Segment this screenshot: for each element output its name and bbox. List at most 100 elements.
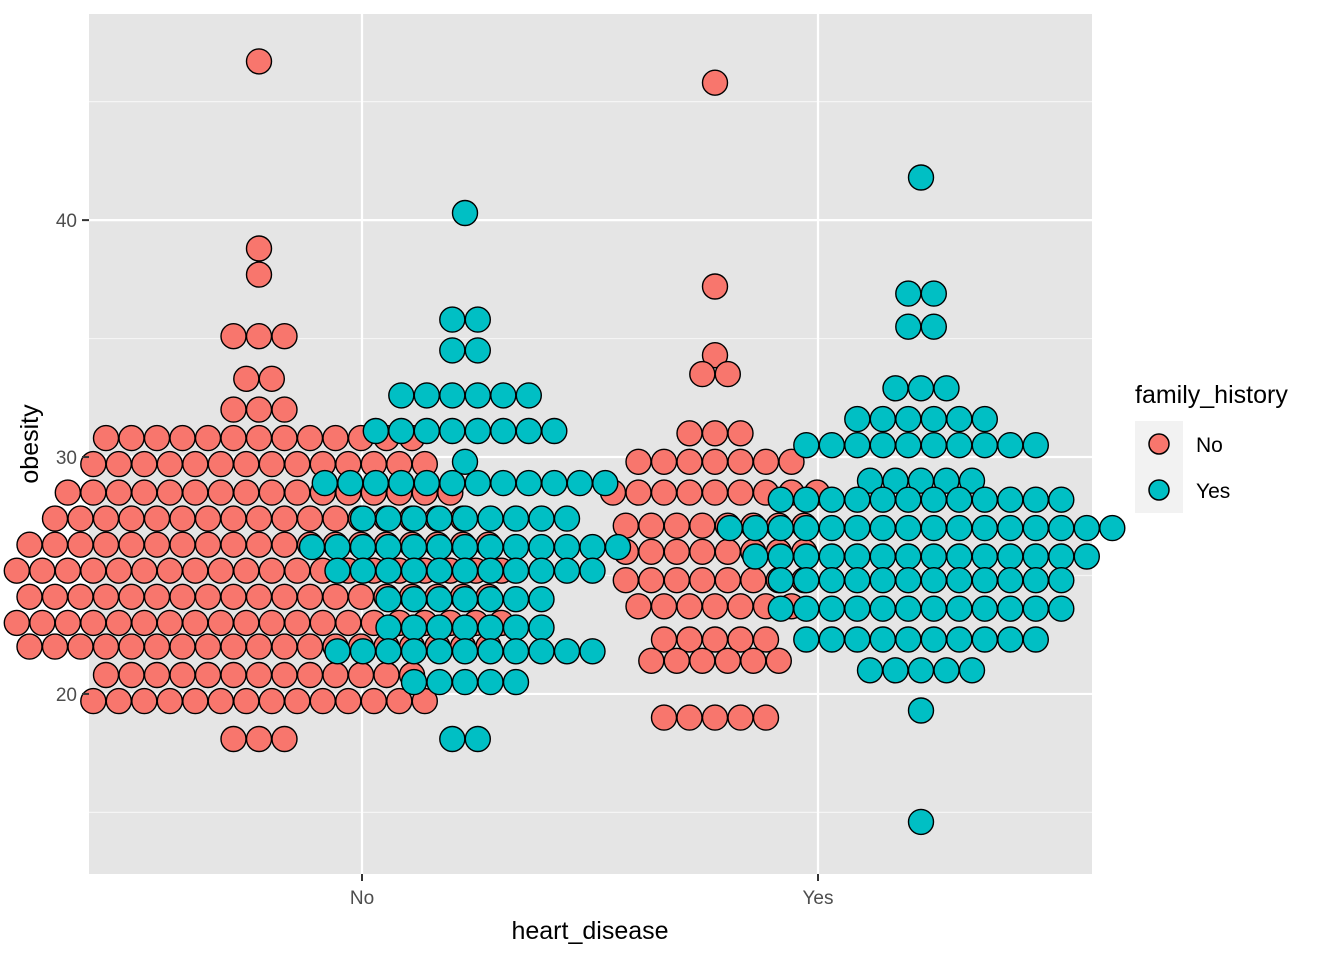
dot-no-hd-no xyxy=(29,609,56,637)
dot-no-hd-no xyxy=(118,505,145,532)
legend: family_history No Yes xyxy=(1135,381,1288,513)
dot-no-hd-no xyxy=(194,661,222,689)
dot-yes-hd-no xyxy=(337,469,364,497)
dot-no-hd-yes xyxy=(714,647,741,674)
dot-no-hd-yes xyxy=(676,420,703,447)
dot-yes-hd-no xyxy=(604,533,632,561)
dot-no-hd-no xyxy=(118,633,145,660)
dot-yes-hd-yes xyxy=(1022,567,1050,594)
dot-no-hd-yes xyxy=(650,479,678,506)
dot-no-hd-no xyxy=(54,479,82,506)
dot-yes-hd-no xyxy=(566,469,593,497)
dot-yes-hd-yes xyxy=(920,280,947,307)
dot-yes-hd-no xyxy=(426,668,453,696)
dot-no-hd-no xyxy=(194,583,222,610)
dot-no-hd-yes xyxy=(676,479,703,506)
dot-yes-hd-no xyxy=(451,199,479,227)
dot-yes-hd-yes xyxy=(997,626,1024,653)
dot-yes-hd-yes xyxy=(869,543,896,570)
dot-no-hd-no xyxy=(105,479,133,506)
dot-no-hd-no xyxy=(80,479,107,506)
dot-yes-hd-yes xyxy=(856,657,884,684)
dot-no-hd-no xyxy=(284,687,311,715)
dot-no-hd-no xyxy=(335,687,362,715)
dot-yes-hd-yes xyxy=(895,514,922,542)
dot-no-hd-no xyxy=(118,531,145,558)
dot-no-hd-no xyxy=(258,365,285,392)
dot-no-hd-no xyxy=(207,557,235,584)
dot-yes-hd-no xyxy=(464,337,491,364)
dot-no-hd-no xyxy=(296,505,324,532)
dot-yes-hd-yes xyxy=(920,405,947,433)
dot-yes-hd-yes xyxy=(844,543,871,570)
dot-no-hd-yes xyxy=(676,448,703,475)
dot-no-hd-no xyxy=(322,424,349,452)
dot-no-hd-yes xyxy=(663,512,690,539)
dot-no-hd-no xyxy=(67,633,94,660)
dot-no-hd-no xyxy=(41,633,69,660)
dot-no-hd-no xyxy=(143,633,171,660)
dot-no-hd-no xyxy=(220,725,247,753)
dot-no-hd-no xyxy=(80,450,107,478)
dot-yes-hd-no xyxy=(362,417,389,445)
dot-yes-hd-yes xyxy=(1048,595,1075,622)
dot-yes-hd-yes xyxy=(946,567,973,594)
dot-yes-hd-yes xyxy=(793,595,820,622)
dot-no-hd-no xyxy=(245,633,273,660)
dot-yes-hd-yes xyxy=(997,595,1024,622)
dot-yes-hd-no xyxy=(388,469,415,497)
dot-no-hd-yes xyxy=(663,647,690,674)
dot-no-hd-yes xyxy=(727,479,754,506)
dot-no-hd-yes xyxy=(689,360,716,388)
dot-yes-hd-no xyxy=(502,557,530,584)
dot-no-hd-no xyxy=(271,633,298,660)
dot-no-hd-no xyxy=(335,609,362,637)
dot-yes-hd-yes xyxy=(818,486,845,513)
dot-no-hd-no xyxy=(360,687,387,715)
dot-yes-hd-no xyxy=(464,306,491,333)
dot-no-hd-no xyxy=(322,661,349,689)
dot-no-hd-yes xyxy=(638,512,665,539)
dot-no-hd-yes xyxy=(612,567,639,594)
dot-yes-hd-no xyxy=(515,417,542,445)
dot-yes-hd-yes xyxy=(907,164,935,191)
dot-yes-hd-yes xyxy=(997,567,1024,594)
dot-yes-hd-yes xyxy=(946,543,973,570)
dot-yes-hd-yes xyxy=(767,514,794,542)
dot-yes-hd-yes xyxy=(946,595,973,622)
dot-no-hd-no xyxy=(296,424,324,452)
dot-yes-hd-yes xyxy=(1048,486,1075,513)
dot-yes-hd-no xyxy=(528,557,555,584)
dot-yes-hd-no xyxy=(515,382,542,409)
dot-no-hd-yes xyxy=(650,704,678,731)
dot-yes-hd-yes xyxy=(933,657,960,684)
dot-yes-hd-yes xyxy=(818,543,845,570)
dot-no-hd-yes xyxy=(701,273,729,300)
dot-yes-hd-no xyxy=(477,505,504,532)
dot-yes-hd-yes xyxy=(971,543,998,570)
dot-yes-hd-no xyxy=(502,586,530,613)
dot-yes-hd-no xyxy=(490,417,517,445)
dot-yes-hd-yes xyxy=(1022,543,1050,570)
dot-yes-hd-yes xyxy=(716,514,743,542)
dot-yes-hd-yes xyxy=(1022,486,1050,513)
dot-yes-hd-yes xyxy=(869,567,896,594)
dot-no-hd-no xyxy=(271,583,298,610)
dot-yes-hd-yes xyxy=(895,626,922,653)
dot-yes-hd-no xyxy=(477,668,504,696)
dot-yes-hd-yes xyxy=(946,432,973,459)
dot-yes-hd-yes xyxy=(895,595,922,622)
dot-no-hd-no xyxy=(105,609,133,637)
dot-no-hd-no xyxy=(207,479,235,506)
dot-no-hd-no xyxy=(105,687,133,715)
dot-yes-hd-no xyxy=(477,638,504,665)
dot-no-hd-no xyxy=(258,687,285,715)
dot-no-hd-no xyxy=(41,505,69,532)
dot-yes-hd-yes xyxy=(844,514,871,542)
dot-no-hd-no xyxy=(322,583,349,610)
dot-yes-hd-no xyxy=(400,557,428,584)
dot-no-hd-yes xyxy=(638,567,665,594)
dot-yes-hd-no xyxy=(426,557,453,584)
dot-no-hd-yes xyxy=(625,479,652,506)
dot-no-hd-no xyxy=(271,725,298,753)
